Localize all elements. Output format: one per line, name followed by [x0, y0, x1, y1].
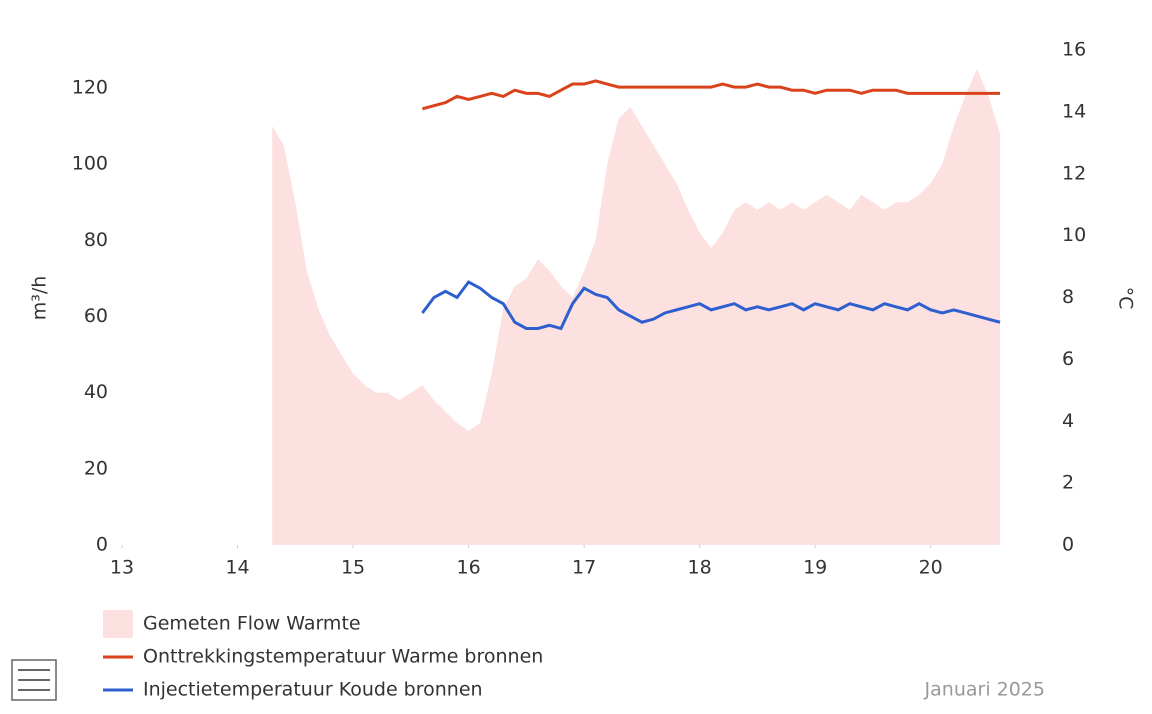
x-tick-label: 16 — [456, 557, 480, 579]
y2-tick-label: 16 — [1062, 39, 1086, 61]
x-tick-label: 13 — [110, 557, 134, 579]
y-axis-label: m³/h — [29, 276, 51, 321]
x-tick-label: 20 — [919, 557, 943, 579]
y2-tick-label: 6 — [1062, 348, 1074, 370]
y2-axis-label: °C — [1115, 287, 1137, 310]
x-tick-label: 15 — [341, 557, 365, 579]
x-tick-label: 19 — [803, 557, 827, 579]
y-tick-label: 0 — [96, 534, 108, 556]
y-tick-label: 80 — [84, 229, 108, 251]
legend-label: Injectietemperatuur Koude bronnen — [143, 679, 483, 701]
x-tick-label: 14 — [225, 557, 249, 579]
y-tick-label: 20 — [84, 457, 108, 479]
x-caption: Januari 2025 — [924, 679, 1045, 701]
area — [272, 69, 1000, 546]
y-tick-label: 40 — [84, 381, 108, 403]
y2-tick-label: 8 — [1062, 286, 1074, 308]
y-tick-label: 120 — [72, 77, 108, 99]
y2-tick-label: 0 — [1062, 534, 1074, 556]
line — [421, 280, 1001, 331]
x-tick-label: 18 — [688, 557, 712, 579]
legend-label: Onttrekkingstemperatuur Warme bronnen — [143, 646, 543, 668]
y2-tick-label: 14 — [1062, 100, 1086, 122]
y-tick-label: 60 — [84, 305, 108, 327]
line — [421, 79, 1000, 111]
legend-swatch — [103, 610, 133, 638]
x-tick-label: 17 — [572, 557, 596, 579]
y2-tick-label: 10 — [1062, 224, 1086, 246]
y2-tick-label: 2 — [1062, 472, 1074, 494]
y2-tick-label: 12 — [1062, 162, 1086, 184]
menu-button[interactable] — [11, 659, 57, 701]
y-tick-label: 100 — [72, 153, 108, 175]
y2-tick-label: 4 — [1062, 410, 1074, 432]
legend-label: Gemeten Flow Warmte — [143, 613, 361, 635]
